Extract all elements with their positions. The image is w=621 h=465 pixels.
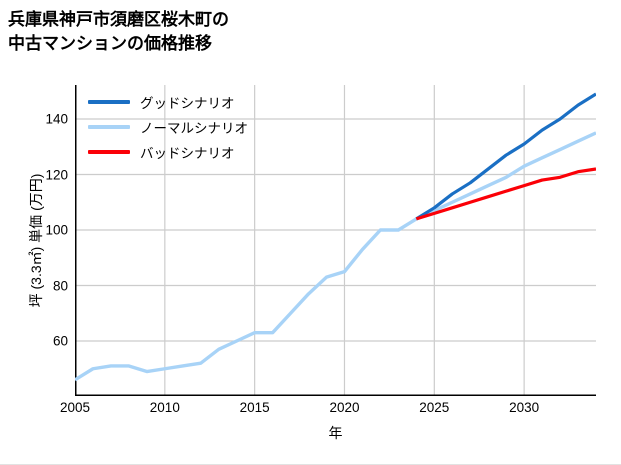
x-tick-label: 2005: [59, 400, 91, 415]
chart-canvas: [75, 85, 596, 396]
x-axis-label: 年: [328, 425, 343, 441]
chart-legend: グッドシナリオ ノーマルシナリオ バッドシナリオ: [88, 89, 248, 164]
series-line-bad: [415, 167, 596, 221]
x-tick-label: 2010: [149, 400, 180, 415]
y-tick-label: 80: [52, 278, 68, 293]
y-tick-label: 140: [45, 111, 68, 127]
legend-item[interactable]: グッドシナリオ: [88, 89, 248, 114]
legend-item-label: バッドシナリオ: [140, 145, 235, 161]
plot-area: [75, 85, 596, 396]
legend-swatch-line-icon: [88, 149, 130, 154]
legend-swatch-line-icon: [88, 124, 130, 129]
legend-item-label: ノーマルシナリオ: [140, 120, 248, 136]
y-tick-label: 120: [45, 167, 68, 182]
x-tick-label: 2025: [419, 400, 450, 415]
y-tick-label: 100: [45, 222, 68, 238]
y-tick-label: 60: [52, 333, 68, 349]
series-line-good: [415, 92, 596, 221]
legend-item-label: グッドシナリオ: [140, 95, 235, 111]
x-tick-label: 2020: [329, 400, 360, 415]
x-tick-label: 2015: [239, 400, 270, 415]
legend-item[interactable]: バッドシナリオ: [88, 139, 248, 164]
chart-title: 兵庫県神戸市須磨区桜木町の 中古マンションの価格推移: [8, 10, 229, 54]
y-axis-label: 坪 (3.3㎡) 単価 (万円): [28, 173, 44, 308]
series-line-normal: [75, 131, 596, 382]
x-tick-label: 2030: [509, 400, 540, 415]
legend-item[interactable]: ノーマルシナリオ: [88, 114, 248, 139]
legend-swatch-line-icon: [88, 99, 130, 104]
